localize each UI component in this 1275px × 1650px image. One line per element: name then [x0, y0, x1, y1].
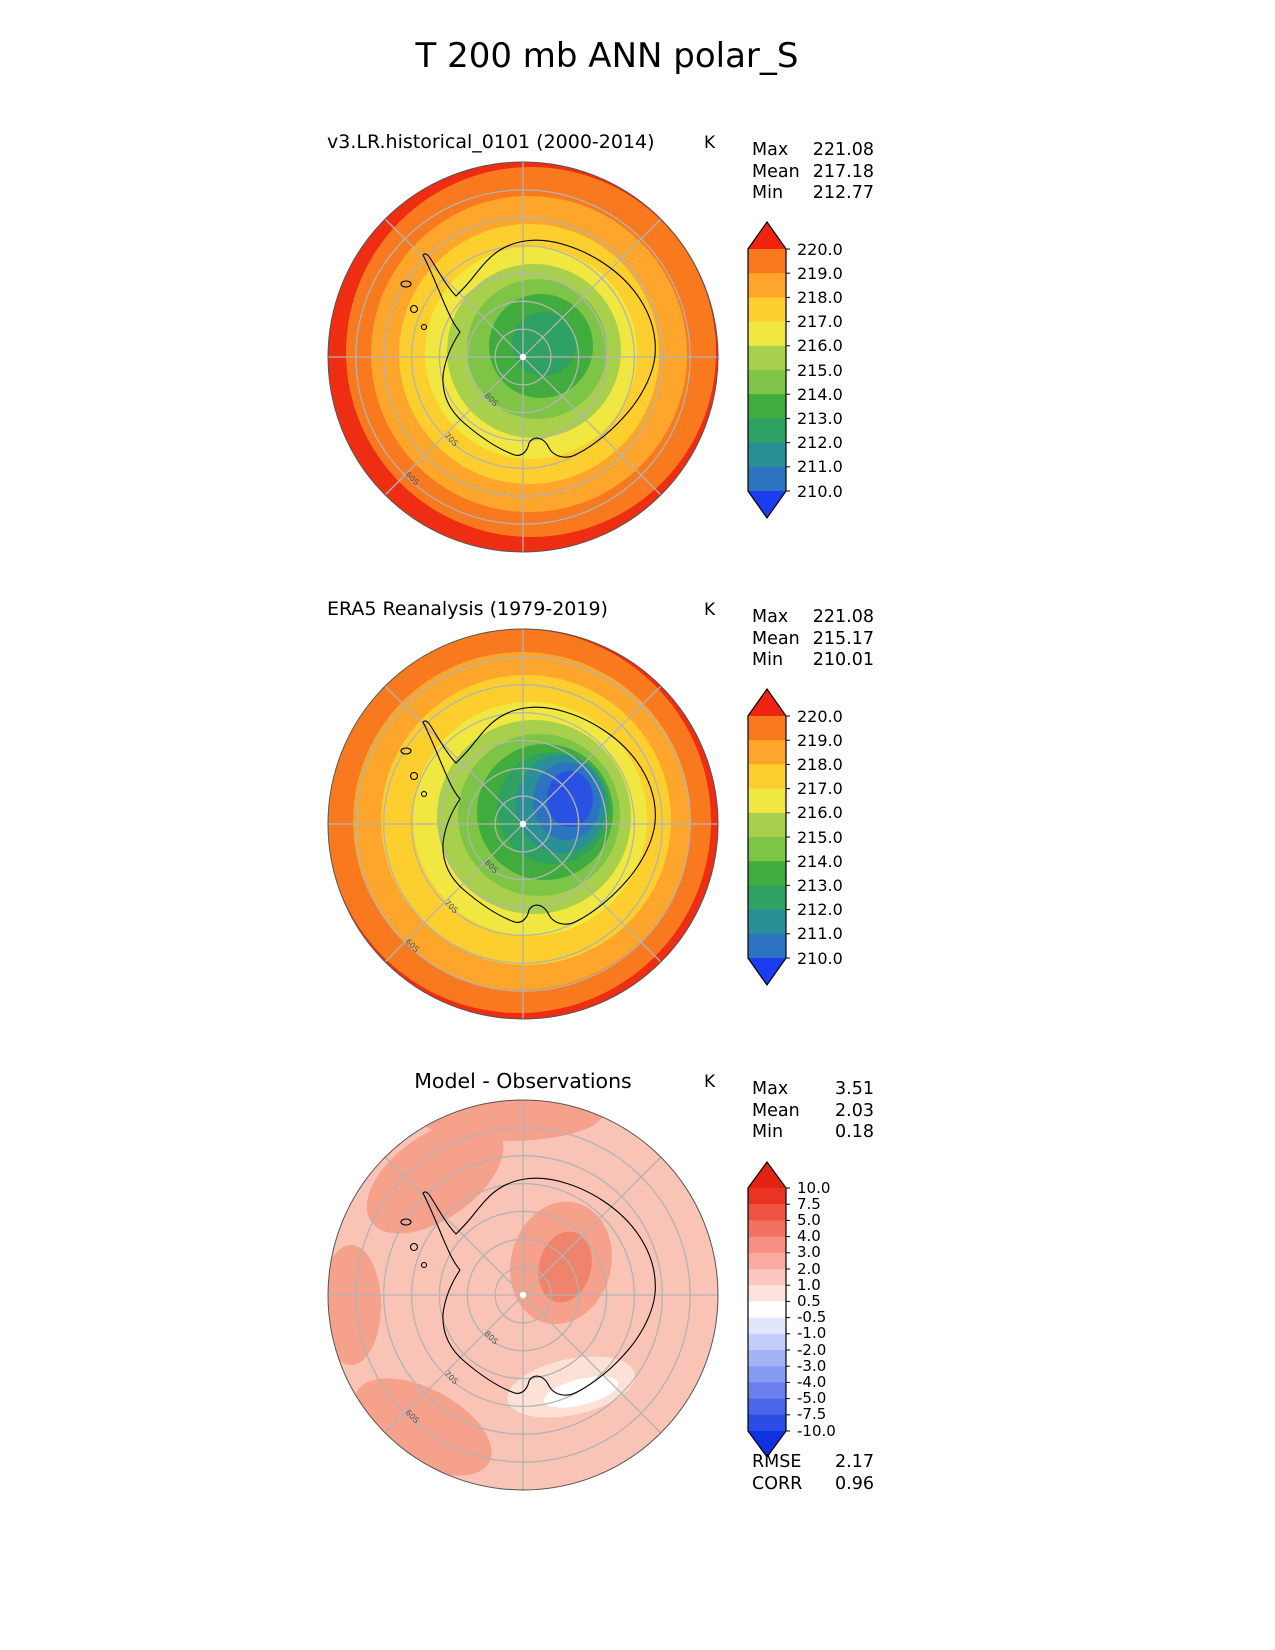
colorbar-reference: 220.0 219.0 218.0 217.0 216.0 215.0 214.0 213.0…	[747, 687, 843, 987]
colorbar-tick-label: 211.0	[797, 924, 843, 944]
stat-label: Mean	[752, 1100, 800, 1121]
colorbar-tick-label: 217.0	[797, 312, 843, 332]
metric-value: 2.17	[835, 1452, 874, 1472]
stat-label: Max	[752, 1079, 789, 1099]
colorbar-tick-label: 210.0	[797, 481, 843, 501]
units-label-reference: K	[704, 600, 716, 620]
stat-label: Mean	[752, 161, 800, 182]
stat-row-min: Min 212.77	[752, 183, 874, 205]
panel-title-difference: Model - Observations	[414, 1069, 632, 1093]
colorbar-tick-label: 210.0	[797, 948, 843, 968]
colorbar-tick-label: 218.0	[797, 754, 843, 774]
stat-label: Min	[752, 183, 784, 203]
stat-value: 212.77	[812, 183, 874, 203]
colorbar-tick-label: 216.0	[797, 336, 843, 356]
stat-row-mean: Mean 217.18	[752, 162, 874, 184]
colorbar-tick-label: 215.0	[797, 360, 843, 380]
colorbar-tick-label: -5.0	[797, 1389, 827, 1408]
map-model: 80S 70S 60S	[327, 161, 719, 553]
pole-dot	[519, 820, 527, 828]
metric-row-rmse: RMSE 2.17	[752, 1452, 874, 1474]
panel-title-model: v3.LR.historical_0101 (2000-2014)	[327, 131, 655, 153]
stat-row-max: Max 3.51	[752, 1079, 874, 1101]
colorbar-model: 220.0 219.0 218.0 217.0 216.0 215.0 214.0 213.0…	[747, 220, 843, 520]
figure-title: T 200 mb ANN polar_S	[415, 36, 799, 76]
colorbar-tick-label: 212.0	[797, 433, 843, 453]
stats-block-model: Max 221.08 Mean 217.18 Min 212.77	[752, 140, 874, 205]
colorbar-tick-label: 215.0	[797, 827, 843, 847]
colorbar-tick-label: 212.0	[797, 900, 843, 920]
stat-row-max: Max 221.08	[752, 140, 874, 162]
panel-title-reference: ERA5 Reanalysis (1979-2019)	[327, 598, 608, 620]
colorbar-tick-label: 214.0	[797, 384, 843, 404]
stat-label: Min	[752, 650, 784, 670]
colorbar-tick-label: 7.5	[797, 1194, 821, 1213]
stat-label: Max	[752, 140, 789, 160]
stat-label: Max	[752, 607, 789, 627]
colorbar-tick-label: 216.0	[797, 803, 843, 823]
pole-dot	[519, 1291, 527, 1299]
colorbar-tick-label: 10.0	[797, 1178, 831, 1197]
colorbar-tick-label: -4.0	[797, 1372, 827, 1391]
stat-value: 221.08	[812, 140, 874, 160]
colorbar-difference: 10.0 7.5 5.0 4.0 3.0 2.0 1.0 0.5 -0.5 -1.0 -2.0 -3.…	[747, 1160, 836, 1459]
colorbar-tick-label: 213.0	[797, 408, 843, 428]
map-boundary	[327, 161, 719, 553]
colorbar-tick-label: 4.0	[797, 1227, 821, 1246]
colorbar-tick-label: -1.0	[797, 1324, 827, 1343]
stat-value: 210.01	[812, 650, 874, 670]
colorbar-tick-label: 2.0	[797, 1259, 821, 1278]
colorbar-tick-label: 3.0	[797, 1243, 821, 1262]
colorbar-tick-label: 211.0	[797, 457, 843, 477]
metrics-block: RMSE 2.17 CORR 0.96	[752, 1452, 874, 1495]
stat-value: 2.03	[835, 1100, 874, 1121]
stat-value: 215.17	[812, 628, 874, 649]
map-difference: 80S 70S 60S	[327, 1099, 719, 1491]
metric-value: 0.96	[835, 1473, 874, 1494]
stat-label: Mean	[752, 628, 800, 649]
colorbar-tick-label: -0.5	[797, 1308, 827, 1327]
metric-label: RMSE	[752, 1452, 802, 1472]
map-boundary	[327, 628, 719, 1020]
stat-value: 3.51	[835, 1079, 874, 1099]
colorbar-tick-label: -3.0	[797, 1356, 827, 1375]
stats-block-reference: Max 221.08 Mean 215.17 Min 210.01	[752, 607, 874, 672]
map-reference: 80S 70S 60S	[327, 628, 719, 1020]
stat-row-max: Max 221.08	[752, 607, 874, 629]
colorbar-tick-label: 0.5	[797, 1291, 821, 1310]
stat-row-mean: Mean 215.17	[752, 629, 874, 651]
units-label-model: K	[704, 133, 716, 153]
colorbar-tick-label: 5.0	[797, 1210, 821, 1229]
stat-value: 221.08	[812, 607, 874, 627]
metric-label: CORR	[752, 1473, 803, 1494]
colorbar-tick-label: 219.0	[797, 263, 843, 283]
pole-dot	[519, 353, 527, 361]
colorbar-tick-label: 220.0	[797, 239, 843, 259]
colorbar-tick-label: 1.0	[797, 1275, 821, 1294]
colorbar-tick-label: 214.0	[797, 851, 843, 871]
stat-row-mean: Mean 2.03	[752, 1101, 874, 1123]
metric-row-corr: CORR 0.96	[752, 1474, 874, 1496]
stat-label: Min	[752, 1122, 784, 1142]
units-label-difference: K	[704, 1072, 716, 1092]
colorbar-tick-label: -2.0	[797, 1340, 827, 1359]
colorbar-tick-label: 213.0	[797, 875, 843, 895]
colorbar-tick-label: 218.0	[797, 287, 843, 307]
map-boundary	[327, 1099, 719, 1491]
colorbar-tick-label: 220.0	[797, 706, 843, 726]
stat-value: 217.18	[812, 161, 874, 182]
stat-row-min: Min 0.18	[752, 1122, 874, 1144]
stats-block-difference: Max 3.51 Mean 2.03 Min 0.18	[752, 1079, 874, 1144]
colorbar-tick-label: -7.5	[797, 1405, 827, 1424]
stat-value: 0.18	[835, 1122, 874, 1142]
colorbar-tick-label: 217.0	[797, 779, 843, 799]
colorbar-tick-label: -10.0	[797, 1421, 836, 1440]
colorbar-tick-label: 219.0	[797, 730, 843, 750]
stat-row-min: Min 210.01	[752, 650, 874, 672]
